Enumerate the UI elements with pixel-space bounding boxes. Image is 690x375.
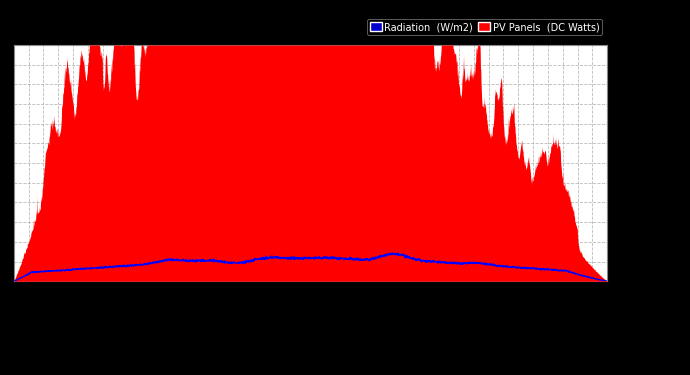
Title: Total PV Power & Solar Radiation Wed Feb 21 17:30: Total PV Power & Solar Radiation Wed Feb…	[97, 29, 524, 44]
Text: Copyright 2018 Cartronics.com: Copyright 2018 Cartronics.com	[14, 34, 172, 43]
Legend: Radiation  (W/m2), PV Panels  (DC Watts): Radiation (W/m2), PV Panels (DC Watts)	[367, 19, 602, 35]
